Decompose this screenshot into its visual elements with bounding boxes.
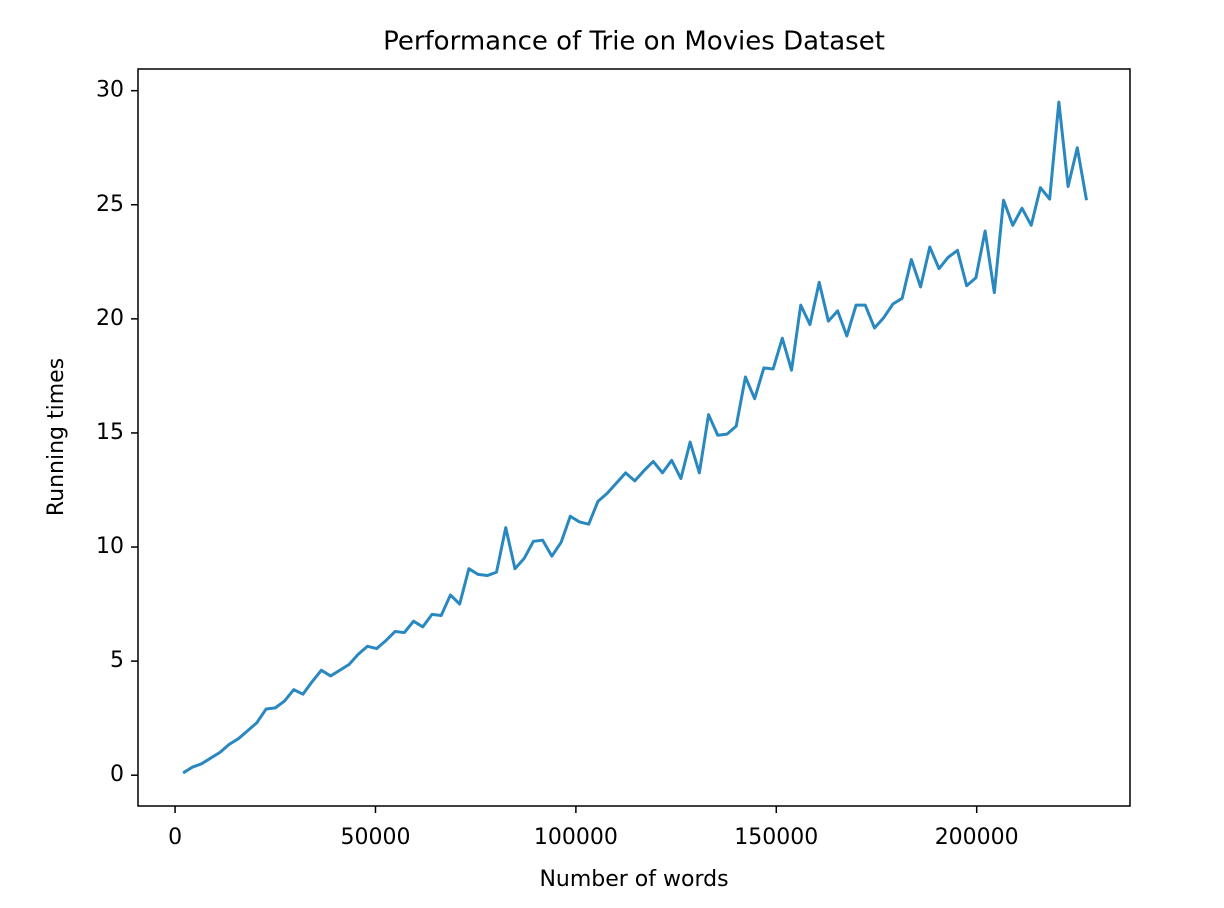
y-tick-label: 10 bbox=[96, 534, 124, 559]
y-tick-label: 20 bbox=[96, 306, 124, 331]
y-tick-label: 15 bbox=[96, 420, 124, 445]
x-tick-label: 150000 bbox=[734, 825, 818, 850]
x-tick-label: 100000 bbox=[534, 825, 618, 850]
plot-frame bbox=[137, 68, 1131, 807]
y-tick-label: 25 bbox=[96, 192, 124, 217]
x-tick-label: 50000 bbox=[340, 825, 410, 850]
y-axis-label: Running times bbox=[44, 358, 69, 516]
y-tick-label: 0 bbox=[110, 762, 124, 787]
y-tick-label: 30 bbox=[96, 78, 124, 103]
y-tick-label: 5 bbox=[110, 648, 124, 673]
x-axis-label: Number of words bbox=[539, 867, 728, 892]
x-tick-label: 200000 bbox=[935, 825, 1019, 850]
chart-title: Performance of Trie on Movies Dataset bbox=[383, 27, 885, 57]
data-line bbox=[182, 100, 1088, 775]
x-tick-label: 0 bbox=[168, 825, 182, 850]
